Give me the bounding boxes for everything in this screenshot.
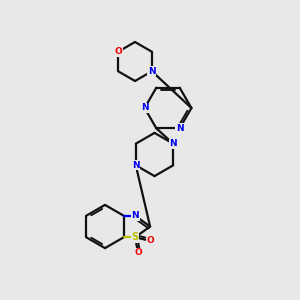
Text: N: N [141, 103, 148, 112]
Text: N: N [169, 139, 177, 148]
Text: N: N [148, 67, 156, 76]
Text: O: O [147, 236, 154, 245]
Text: S: S [131, 232, 139, 242]
Text: N: N [132, 161, 140, 170]
Text: O: O [114, 47, 122, 56]
Text: N: N [131, 211, 139, 220]
Text: O: O [134, 248, 142, 257]
Text: N: N [176, 124, 184, 133]
